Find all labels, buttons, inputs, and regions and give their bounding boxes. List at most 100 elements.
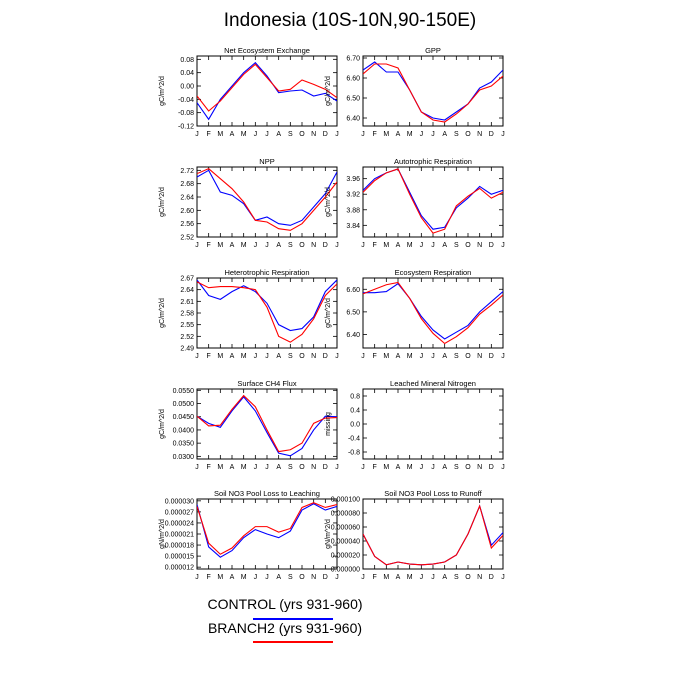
y-tick-label: 6.40 xyxy=(346,332,360,339)
series-line-control xyxy=(363,282,503,340)
x-tick-label: O xyxy=(299,574,305,581)
x-tick-label: N xyxy=(477,574,482,581)
y-tick-label: -0.04 xyxy=(178,97,194,104)
x-tick-label: O xyxy=(465,464,471,471)
x-tick-label: M xyxy=(241,353,247,360)
x-tick-label: D xyxy=(323,131,328,138)
x-tick-label: J xyxy=(265,353,269,360)
y-axis-label: gC/m^2/d xyxy=(159,409,166,439)
x-tick-label: M xyxy=(383,353,389,360)
x-tick-label: N xyxy=(477,131,482,138)
series-line-branch2 xyxy=(363,63,503,123)
x-tick-label: A xyxy=(396,353,401,360)
panel-6: Surface CH4 Flux gC/m^2/d 0.0550 0.0500 0.04… xyxy=(159,379,339,471)
x-tick-label: N xyxy=(311,353,316,360)
x-tick-label: J xyxy=(420,574,424,581)
x-tick-label: A xyxy=(230,242,235,249)
series-line-branch2 xyxy=(363,281,503,345)
x-tick-label: M xyxy=(217,353,223,360)
x-tick-label: O xyxy=(299,464,305,471)
panel-title: Ecosystem Respiration xyxy=(395,268,472,277)
x-tick-label: F xyxy=(207,242,211,249)
y-axis-label: gN/m^2/d xyxy=(159,519,166,549)
y-tick-label: 0.0500 xyxy=(173,401,195,408)
series-line-control xyxy=(197,396,337,457)
y-axis-label: gC/m^2/d xyxy=(159,187,166,217)
x-tick-label: A xyxy=(230,574,235,581)
y-tick-label: 6.60 xyxy=(346,76,360,83)
panel-title: Net Ecosystem Exchange xyxy=(224,46,310,55)
x-tick-label: S xyxy=(454,131,459,138)
x-tick-label: J xyxy=(431,574,435,581)
y-tick-label: 0.0550 xyxy=(173,388,195,395)
x-tick-label: M xyxy=(407,242,413,249)
x-tick-label: S xyxy=(454,574,459,581)
panel-title: GPP xyxy=(425,46,441,55)
x-tick-label: A xyxy=(442,353,447,360)
x-tick-label: O xyxy=(465,242,471,249)
y-tick-label: 0.0300 xyxy=(173,454,195,461)
panel-title: Soil NO3 Pool Loss to Runoff xyxy=(384,489,482,498)
y-tick-label: 0.000012 xyxy=(165,565,194,572)
y-tick-label: 0.000018 xyxy=(165,543,194,550)
y-axis-label: missing xyxy=(325,412,332,436)
x-tick-label: J xyxy=(431,131,435,138)
x-tick-label: N xyxy=(311,574,316,581)
x-tick-label: D xyxy=(489,131,494,138)
x-tick-label: M xyxy=(383,574,389,581)
x-tick-label: A xyxy=(230,353,235,360)
x-tick-label: O xyxy=(465,353,471,360)
x-tick-label: J xyxy=(501,464,505,471)
x-tick-label: A xyxy=(396,242,401,249)
x-tick-label: F xyxy=(207,574,211,581)
x-tick-label: J xyxy=(501,574,505,581)
panel-7: Leached Mineral Nitrogen missing 0.8 0.4 0.0… xyxy=(325,379,505,471)
y-tick-label: 6.70 xyxy=(346,56,360,63)
x-tick-label: J xyxy=(335,242,339,249)
x-tick-label: D xyxy=(489,464,494,471)
panel-frame xyxy=(196,166,338,238)
y-tick-label: 2.64 xyxy=(180,287,194,294)
panel-5: Ecosystem Respiration gC/m^2/d 6.60 6.50 6.4… xyxy=(325,268,505,360)
x-tick-label: S xyxy=(288,131,293,138)
x-tick-label: A xyxy=(396,574,401,581)
x-tick-label: S xyxy=(454,242,459,249)
series-line-branch2 xyxy=(197,281,337,343)
x-tick-label: J xyxy=(265,242,269,249)
y-axis-label: gN/m^2/d xyxy=(325,519,332,549)
x-tick-label: M xyxy=(407,353,413,360)
y-tick-label: 0.000024 xyxy=(165,520,194,527)
y-tick-label: 0.000015 xyxy=(165,554,194,561)
x-tick-label: J xyxy=(335,353,339,360)
x-tick-label: F xyxy=(373,464,377,471)
panel-8: Soil NO3 Pool Loss to LeachinggN/m^2/d0.… xyxy=(159,489,339,581)
series-line-branch2 xyxy=(197,63,337,112)
panel-title: NPP xyxy=(259,157,274,166)
y-tick-label: 2.52 xyxy=(180,334,194,341)
x-tick-label: N xyxy=(311,131,316,138)
x-tick-label: J xyxy=(254,574,258,581)
x-tick-label: J xyxy=(195,464,199,471)
x-tick-label: S xyxy=(454,353,459,360)
legend-branch-label: BRANCH2 (yrs 931-960) xyxy=(207,620,363,636)
x-tick-label: M xyxy=(241,574,247,581)
x-tick-label: A xyxy=(276,574,281,581)
x-tick-label: S xyxy=(288,353,293,360)
x-tick-label: F xyxy=(373,131,377,138)
x-tick-label: F xyxy=(373,353,377,360)
y-tick-label: 2.68 xyxy=(180,181,194,188)
y-tick-label: 3.84 xyxy=(346,223,360,230)
y-tick-label: 6.60 xyxy=(346,287,360,294)
legend-control-label: CONTROL (yrs 931-960) xyxy=(207,596,363,612)
x-tick-label: J xyxy=(361,242,365,249)
y-tick-label: 2.67 xyxy=(180,276,194,283)
x-tick-label: S xyxy=(454,464,459,471)
y-tick-label: 2.52 xyxy=(180,235,194,242)
panel-title: Surface CH4 Flux xyxy=(237,379,296,388)
y-tick-label: 0.0450 xyxy=(173,414,195,421)
y-tick-label: 0.000021 xyxy=(165,532,194,539)
x-tick-label: J xyxy=(335,574,339,581)
series-line-control xyxy=(363,168,503,230)
panel-frame xyxy=(362,388,504,460)
